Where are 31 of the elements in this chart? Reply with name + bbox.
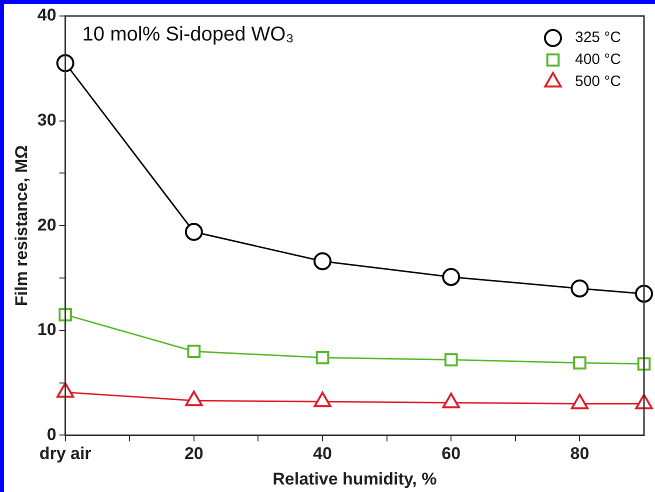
legend-label: 500 °C [574,73,622,90]
y-tick-label: 40 [37,6,56,25]
point [635,284,653,303]
x-tick-label: 20 [184,444,204,464]
x-tick-label: dry air [39,444,92,464]
point [184,222,203,241]
y-tick-label: 30 [37,110,56,130]
point [187,344,201,358]
point [442,392,460,408]
point [316,350,330,364]
point [442,268,460,286]
y-tick-label: 10 [37,320,56,340]
point [570,279,589,298]
y-axis-title: Film resistance, MΩ [12,145,31,306]
point [444,353,458,366]
point [314,392,332,408]
point [573,356,586,370]
point [58,308,72,322]
x-tick-label: 60 [442,444,461,464]
x-tick-label: 80 [570,444,590,464]
point [635,394,653,410]
y-tick-label: 20 [37,215,56,234]
legend-label: 400 °C [574,51,622,68]
x-tick-label: 40 [313,444,332,464]
point [185,390,203,406]
point [314,252,332,270]
point [570,394,588,410]
legend-label: 325 °C [574,29,622,46]
annotation: 10 mol% Si-doped WO₃ [82,24,294,46]
x-axis-title: Relative humidity, % [272,469,437,488]
y-tick-label: 0 [46,424,56,444]
